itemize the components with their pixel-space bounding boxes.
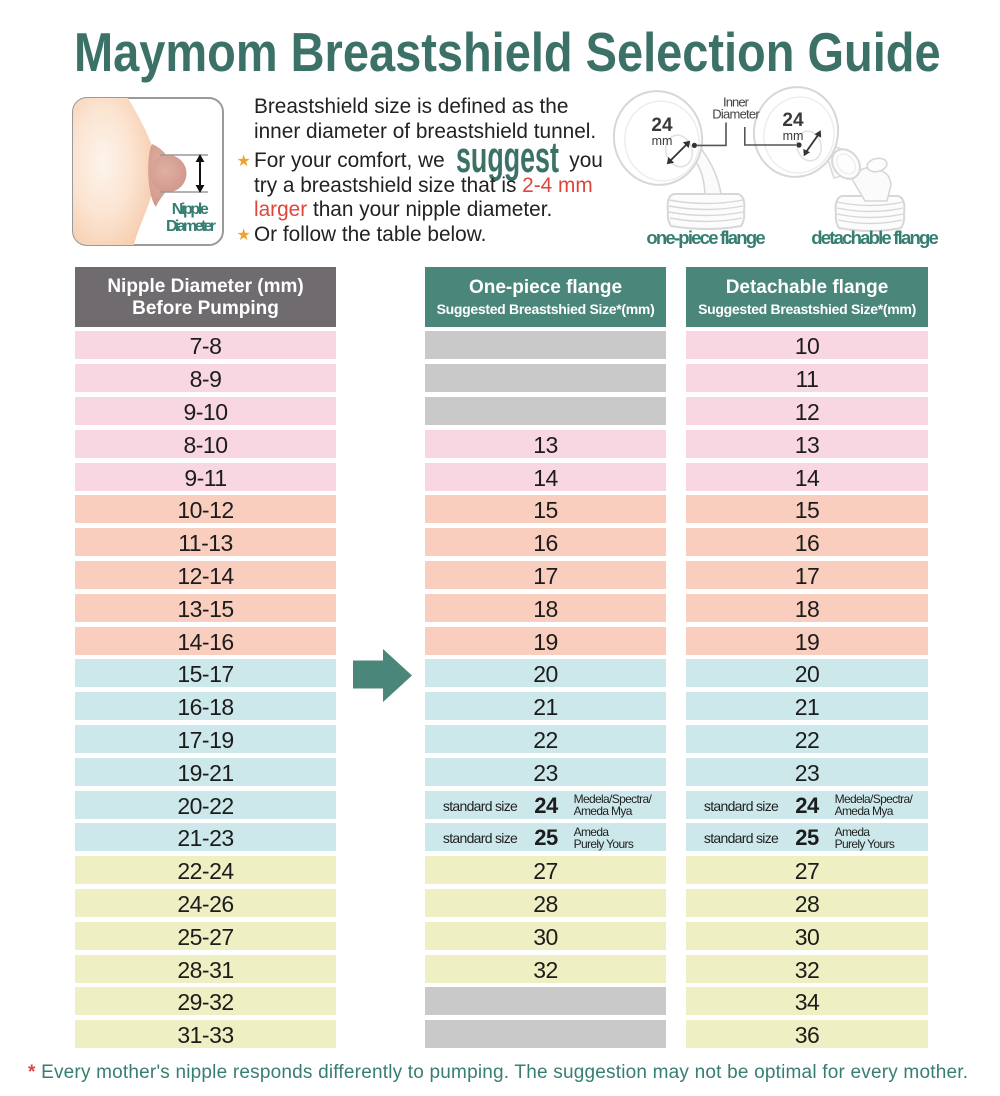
- svg-text:mm: mm: [652, 134, 673, 148]
- svg-text:detachable flange: detachable flange: [811, 227, 939, 248]
- svg-text:mm: mm: [783, 129, 804, 143]
- svg-text:24: 24: [782, 110, 804, 131]
- svg-text:one-piece flange: one-piece flange: [646, 227, 765, 248]
- svg-text:Nipple: Nipple: [172, 201, 209, 218]
- svg-text:24: 24: [651, 115, 673, 136]
- svg-text:Inner: Inner: [723, 95, 750, 110]
- svg-text:Diameter: Diameter: [166, 218, 216, 235]
- svg-text:Diameter: Diameter: [712, 107, 760, 122]
